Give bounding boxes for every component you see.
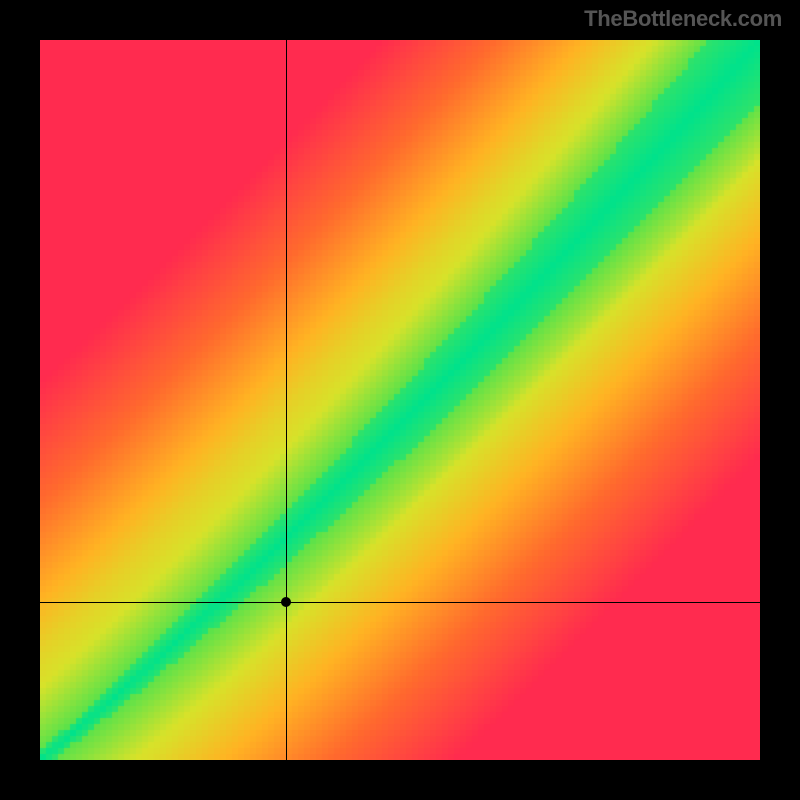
crosshair-vertical bbox=[286, 40, 287, 760]
heatmap-plot bbox=[40, 40, 760, 760]
watermark-text: TheBottleneck.com bbox=[584, 6, 782, 32]
crosshair-horizontal bbox=[40, 602, 760, 603]
selection-marker bbox=[281, 597, 291, 607]
heatmap-canvas bbox=[40, 40, 760, 760]
